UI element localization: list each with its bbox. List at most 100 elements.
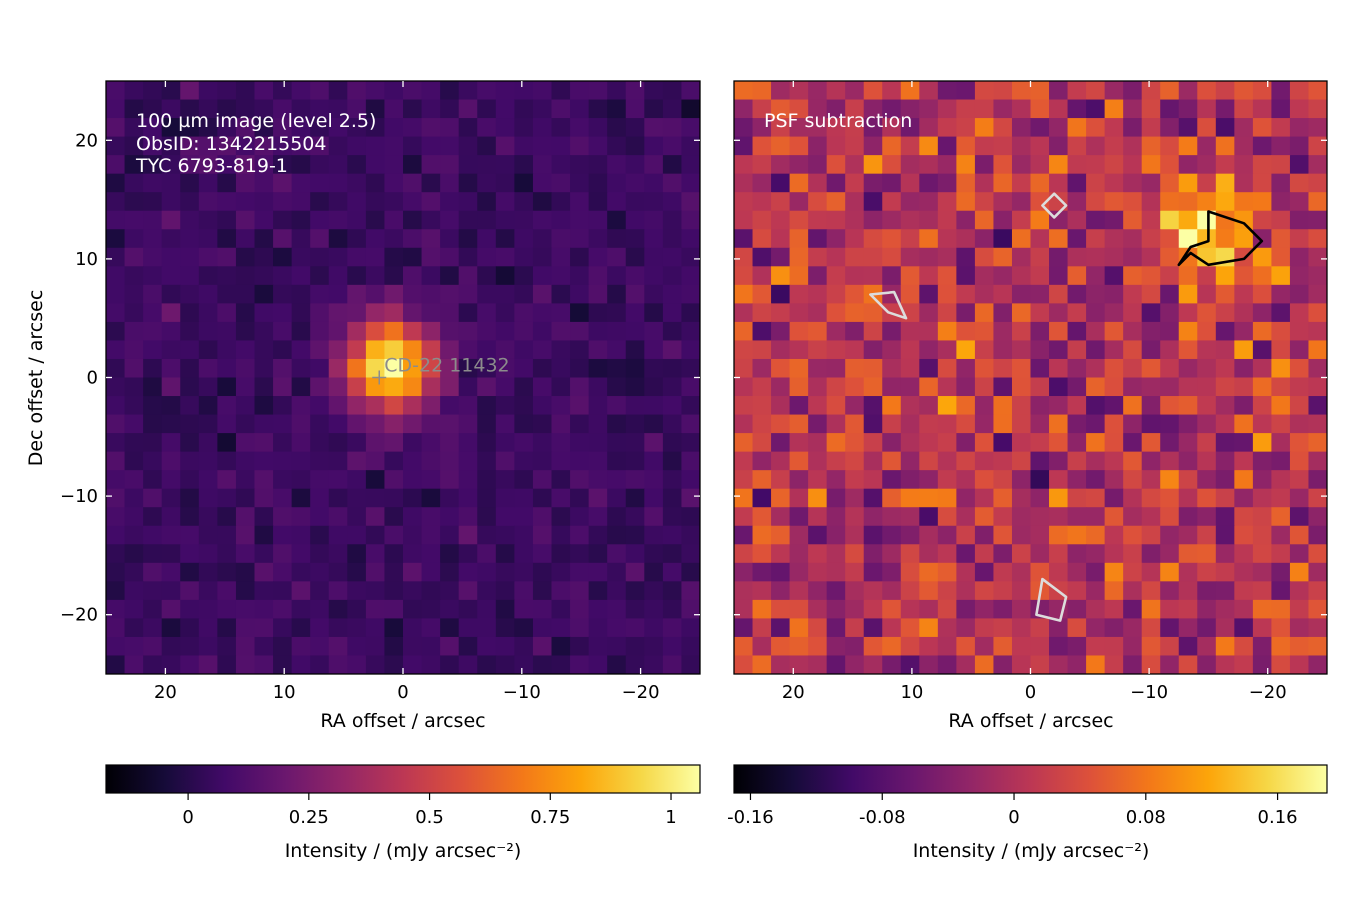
image-pixel — [570, 488, 590, 508]
image-pixel — [310, 340, 330, 360]
image-pixel — [919, 655, 939, 674]
image-pixel — [1215, 340, 1235, 360]
image-pixel — [1308, 488, 1327, 508]
image-pixel — [644, 136, 664, 156]
image-pixel — [1049, 470, 1069, 490]
image-pixel — [789, 581, 809, 601]
image-pixel — [588, 599, 608, 620]
image-pixel — [124, 488, 144, 508]
image-pixel — [625, 321, 645, 342]
image-pixel — [1030, 284, 1050, 304]
image-pixel — [1030, 396, 1050, 416]
image-pixel — [771, 396, 791, 416]
image-pixel — [495, 544, 515, 564]
image-pixel — [1049, 155, 1069, 175]
image-pixel — [217, 470, 237, 490]
image-pixel — [1123, 284, 1143, 304]
image-pixel — [863, 99, 883, 119]
image-pixel — [808, 155, 828, 175]
image-pixel — [384, 488, 404, 508]
image-pixel — [771, 247, 791, 267]
image-pixel — [495, 303, 515, 323]
image-pixel — [161, 358, 181, 379]
image-pixel — [124, 433, 144, 453]
image-pixel — [1049, 451, 1069, 471]
image-pixel — [384, 155, 404, 175]
image-pixel — [1160, 358, 1180, 379]
image-pixel — [1215, 396, 1235, 416]
image-pixel — [217, 266, 237, 286]
image-pixel — [1178, 284, 1198, 304]
image-pixel — [1086, 321, 1106, 342]
image-pixel — [588, 118, 608, 138]
image-pixel — [235, 396, 256, 416]
image-pixel — [1197, 136, 1217, 156]
image-pixel — [826, 377, 846, 397]
image-pixel — [384, 266, 404, 286]
image-pixel — [1197, 210, 1217, 230]
image-pixel — [254, 377, 274, 397]
image-pixel — [644, 118, 664, 138]
image-pixel — [310, 562, 330, 582]
image-pixel — [477, 451, 497, 471]
image-pixel — [1197, 562, 1217, 582]
image-pixel — [845, 99, 865, 119]
image-pixel — [495, 247, 515, 267]
image-pixel — [625, 433, 645, 453]
image-pixel — [1234, 433, 1254, 453]
image-pixel — [974, 321, 995, 342]
image-pixel — [826, 173, 846, 193]
image-pixel — [845, 618, 865, 638]
image-pixel — [551, 136, 571, 156]
image-pixel — [328, 136, 348, 156]
image-pixel — [808, 321, 828, 342]
image-pixel — [734, 340, 754, 360]
image-pixel — [900, 321, 920, 342]
image-pixel — [993, 284, 1013, 304]
image-pixel — [161, 99, 181, 119]
image-pixel — [310, 599, 330, 620]
image-pixel — [662, 81, 683, 101]
image-pixel — [1049, 266, 1069, 286]
image-pixel — [734, 99, 754, 119]
image-pixel — [1289, 266, 1310, 286]
image-pixel — [273, 488, 293, 508]
image-pixel — [291, 599, 311, 620]
image-pixel — [291, 155, 311, 175]
image-pixel — [1067, 358, 1087, 379]
image-pixel — [291, 136, 311, 156]
image-pixel — [993, 414, 1013, 434]
image-pixel — [789, 118, 809, 138]
image-pixel — [1086, 118, 1106, 138]
image-pixel — [384, 303, 404, 323]
image-pixel — [1104, 488, 1124, 508]
image-pixel — [625, 155, 645, 175]
image-pixel — [845, 173, 865, 193]
image-pixel — [1030, 544, 1050, 564]
image-pixel — [384, 192, 404, 212]
image-pixel — [588, 433, 608, 453]
image-pixel — [1197, 303, 1217, 323]
image-pixel — [808, 81, 828, 101]
image-pixel — [1252, 118, 1273, 138]
image-pixel — [1011, 99, 1032, 119]
image-pixel — [1178, 525, 1198, 545]
image-pixel — [273, 525, 293, 545]
image-pixel — [1215, 655, 1235, 674]
image-pixel — [180, 247, 200, 267]
image-pixel — [771, 303, 791, 323]
image-pixel — [1086, 99, 1106, 119]
image-pixel — [1252, 284, 1273, 304]
image-pixel — [143, 433, 163, 453]
image-pixel — [514, 340, 534, 360]
image-pixel — [440, 655, 460, 674]
image-pixel — [180, 136, 200, 156]
image-pixel — [826, 81, 846, 101]
image-pixel — [1086, 284, 1106, 304]
image-pixel — [161, 507, 181, 527]
image-pixel — [919, 266, 939, 286]
image-pixel — [1123, 562, 1143, 582]
image-pixel — [607, 99, 627, 119]
image-pixel — [863, 655, 883, 674]
